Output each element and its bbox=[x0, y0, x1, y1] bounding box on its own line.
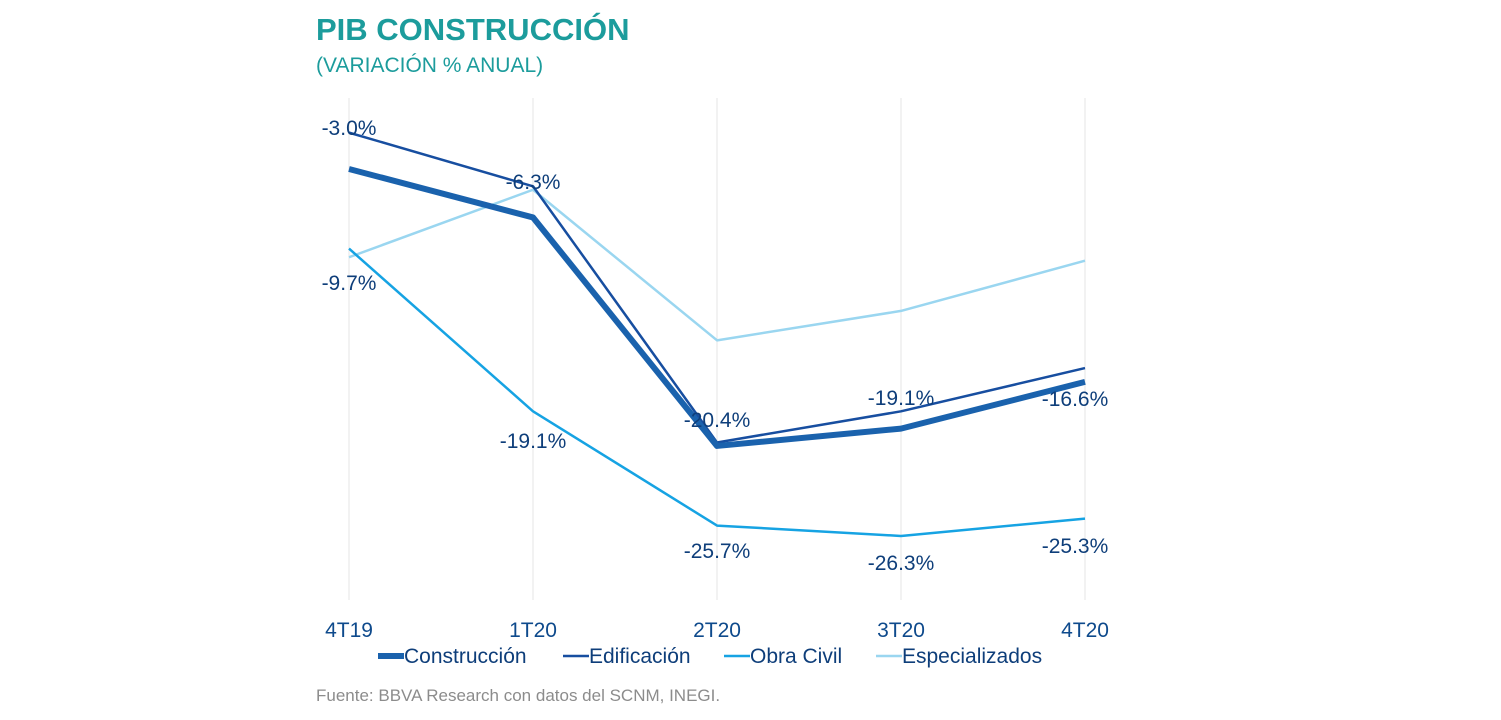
source-note: Fuente: BBVA Research con datos del SCNM… bbox=[316, 686, 721, 705]
x-tick-label: 4T19 bbox=[325, 619, 373, 642]
legend-label-especializados: Especializados bbox=[902, 645, 1042, 668]
data-label: -19.1% bbox=[500, 430, 567, 453]
data-label: -26.3% bbox=[868, 552, 935, 575]
grid-lines bbox=[348, 98, 1086, 600]
series-lines bbox=[348, 131, 1086, 538]
chart-subtitle: (VARIACIÓN % ANUAL) bbox=[316, 54, 544, 77]
data-label: -25.3% bbox=[1042, 535, 1109, 558]
data-label: -16.6% bbox=[1042, 388, 1109, 411]
data-label: -20.4% bbox=[684, 409, 751, 432]
legend: Construcción Edificación Obra Civil Especia… bbox=[378, 645, 1042, 668]
x-axis-ticks: 4T19 1T20 2T20 3T20 4T20 bbox=[325, 619, 1109, 642]
legend-label-edificacion: Edificación bbox=[589, 645, 691, 668]
x-tick-label: 2T20 bbox=[693, 619, 741, 642]
legend-label-obra_civil: Obra Civil bbox=[750, 645, 842, 668]
line-chart: -3.0% -6.3% -9.7% -19.1% -20.4% -19.1% -16.6% -… bbox=[322, 98, 1109, 668]
x-tick-label: 1T20 bbox=[509, 619, 557, 642]
legend-label-construccion: Construcción bbox=[404, 645, 527, 668]
data-label: -6.3% bbox=[506, 171, 561, 194]
x-tick-label: 4T20 bbox=[1061, 619, 1109, 642]
data-label: -19.1% bbox=[868, 387, 935, 410]
x-tick-label: 3T20 bbox=[877, 619, 925, 642]
data-label: -3.0% bbox=[322, 117, 377, 140]
data-label: -25.7% bbox=[684, 540, 751, 563]
chart-title: PIB CONSTRUCCIÓN bbox=[316, 12, 630, 47]
data-labels: -3.0% -6.3% -9.7% -19.1% -20.4% -19.1% -16.6% -… bbox=[322, 117, 1109, 575]
data-label: -9.7% bbox=[322, 272, 377, 295]
